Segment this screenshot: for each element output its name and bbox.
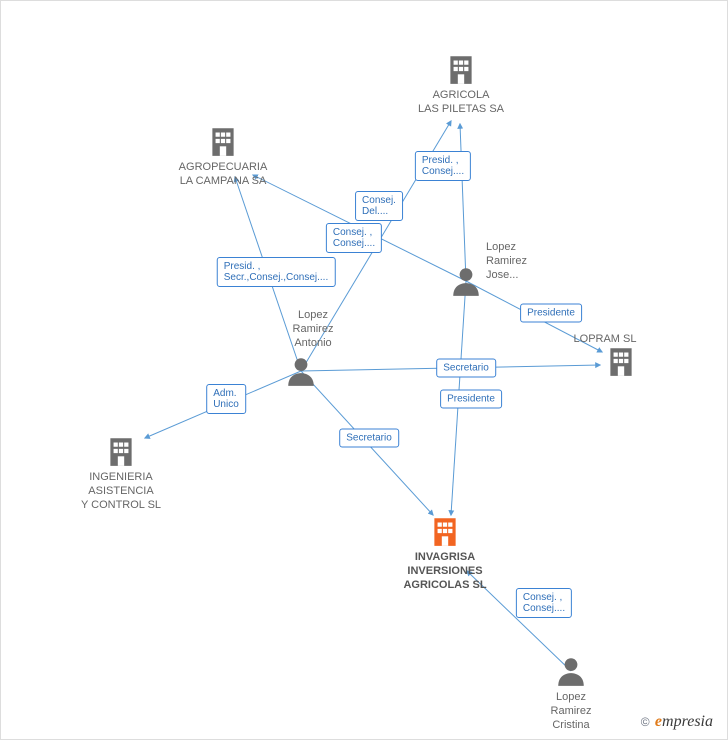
node-lopez_jose[interactable] (421, 264, 511, 301)
network-diagram-canvas: AGRICOLA LAS PILETAS SA AGROPECUARIA LA C… (0, 0, 728, 740)
node-label: INGENIERIA ASISTENCIA Y CONTROL SL (61, 471, 181, 512)
edge-label[interactable]: Presidente (520, 304, 582, 323)
node-label-lopez_antonio: Lopez Ramirez Antonio (268, 309, 358, 350)
building-icon (158, 124, 288, 158)
brand-initial: e (655, 713, 662, 730)
edge-label[interactable]: Presid. , Consej.... (415, 151, 471, 181)
brand-rest: mpresia (662, 713, 713, 730)
edge-label[interactable]: Presid. , Secr.,Consej.,Consej.... (217, 257, 336, 287)
node-label: INVAGRISA INVERSIONES AGRICOLAS SL (380, 551, 510, 592)
node-label: Lopez Ramirez Antonio (268, 309, 358, 350)
footer-credit: © empresia (641, 713, 713, 731)
node-label: AGRICOLA LAS PILETAS SA (401, 89, 521, 117)
building-icon (380, 514, 510, 548)
edge-label[interactable]: Presidente (440, 390, 502, 409)
copyright-symbol: © (641, 715, 650, 729)
node-agricola_piletas[interactable]: AGRICOLA LAS PILETAS SA (401, 52, 521, 117)
building-icon (401, 52, 521, 86)
edge-label[interactable]: Secretario (339, 429, 399, 448)
building-icon (61, 434, 181, 468)
person-icon (526, 654, 616, 688)
building-icon (571, 344, 671, 378)
node-label: Lopez Ramirez Cristina (526, 691, 616, 732)
node-lopram[interactable] (571, 344, 671, 381)
node-label: AGROPECUARIA LA CAMPANA SA (158, 161, 288, 189)
edge-label[interactable]: Secretario (436, 359, 496, 378)
edge-label[interactable]: Consej. , Consej.... (516, 588, 572, 618)
node-ingenieria[interactable]: INGENIERIA ASISTENCIA Y CONTROL SL (61, 434, 181, 512)
edge-label[interactable]: Consej. Del.... (355, 191, 403, 221)
node-agropecuaria_campana[interactable]: AGROPECUARIA LA CAMPANA SA (158, 124, 288, 189)
person-icon (256, 354, 346, 388)
node-lopez_cristina[interactable]: Lopez Ramirez Cristina (526, 654, 616, 732)
edge-label[interactable]: Consej. , Consej.... (326, 223, 382, 253)
node-invagrisa[interactable]: INVAGRISA INVERSIONES AGRICOLAS SL (380, 514, 510, 592)
person-icon (421, 264, 511, 298)
node-lopez_antonio[interactable] (256, 354, 346, 391)
edge-line (460, 124, 466, 281)
edge-label[interactable]: Adm. Unico (206, 384, 246, 414)
